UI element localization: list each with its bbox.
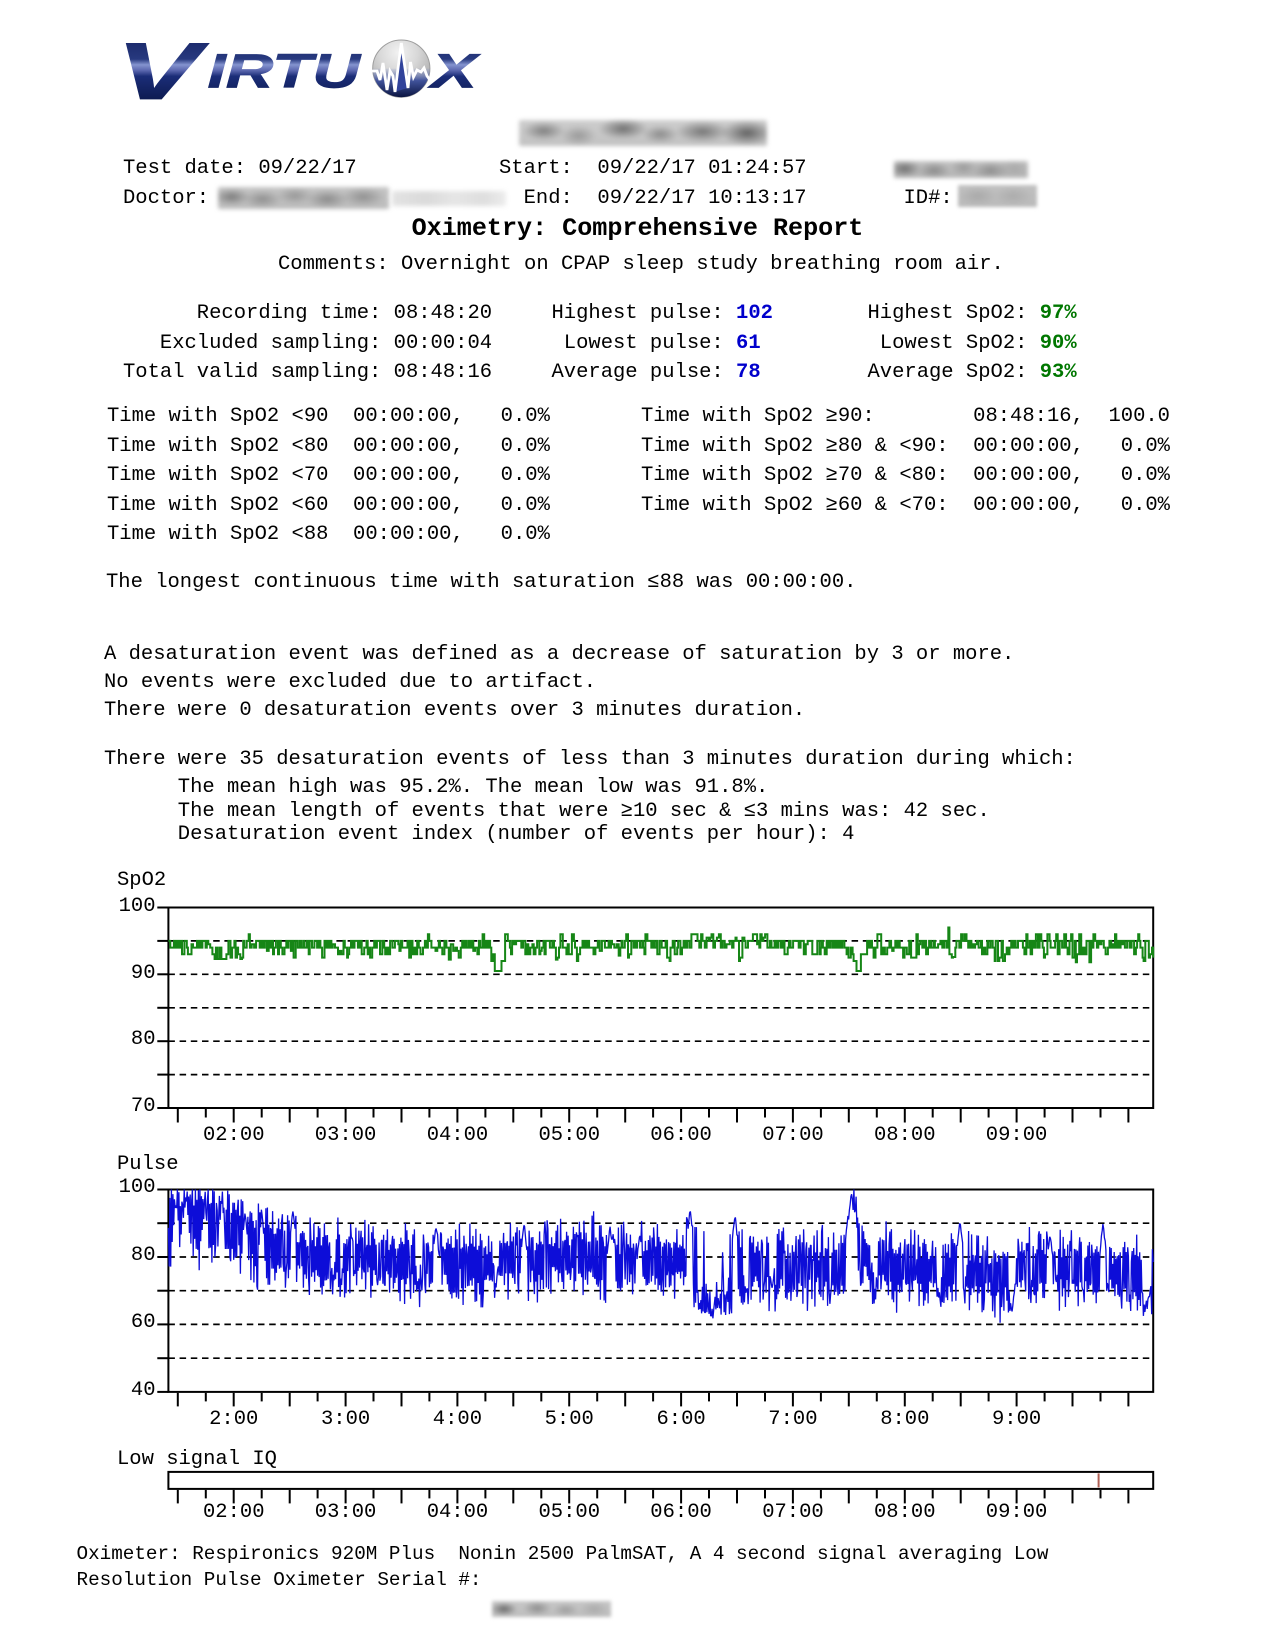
svg-text:V: V xyxy=(116,27,209,117)
svg-text:X: X xyxy=(427,45,481,99)
svg-text:IRTU: IRTU xyxy=(208,45,363,99)
